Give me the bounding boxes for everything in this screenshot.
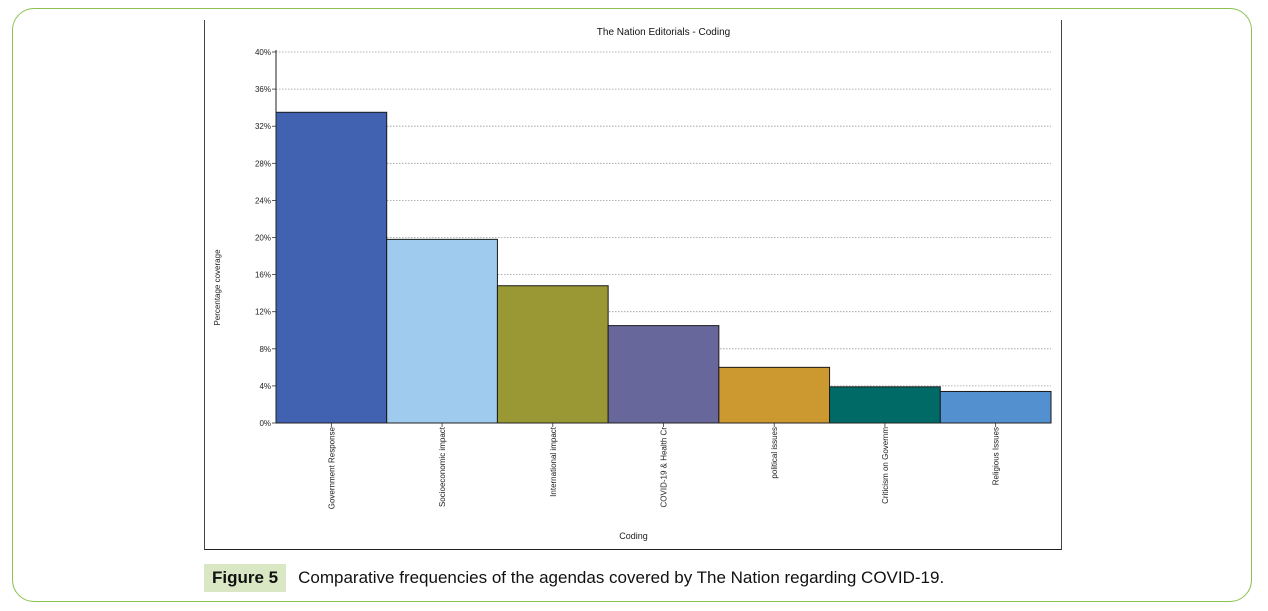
x-tick-label: political issues <box>770 427 779 479</box>
figure-caption: Figure 5 Comparative frequencies of the … <box>204 563 944 593</box>
chart-area: The Nation Editorials - Coding 0% 4% 8% 12% 1… <box>204 20 1062 550</box>
figure-label: Figure 5 <box>204 564 287 592</box>
bar <box>829 386 941 424</box>
y-tick-label: 32% <box>255 122 271 131</box>
y-tick-label: 40% <box>255 48 271 57</box>
bar <box>607 325 720 424</box>
y-tick-label: 4% <box>259 382 271 391</box>
chart-title: The Nation Editorials - Coding <box>597 27 730 38</box>
bar-chart: The Nation Editorials - Coding 0% 4% 8% 12% 1… <box>213 27 1052 541</box>
figure-frame <box>12 8 1252 602</box>
bar <box>718 366 831 424</box>
y-tick-label: 16% <box>255 271 271 280</box>
y-tick-label: 36% <box>255 85 271 94</box>
bar <box>939 390 1052 424</box>
x-tick-label: Government Response <box>327 426 336 509</box>
y-tick-label: 24% <box>255 196 271 205</box>
y-tick-label: 20% <box>255 234 271 243</box>
y-tick-label: 0% <box>259 419 271 428</box>
x-tick-label: COVID-19 & Health Cr <box>660 427 669 508</box>
y-tick-label: 8% <box>259 345 271 354</box>
bar <box>386 238 498 424</box>
y-axis-label: Percentage coverage <box>213 249 222 326</box>
bar <box>496 285 609 424</box>
x-tick-label: Religious Issues <box>992 427 1001 485</box>
y-tick-label: 28% <box>255 159 271 168</box>
y-tick-label: 12% <box>255 308 271 317</box>
x-tick-label: International impact <box>549 426 558 497</box>
figure-caption-text: Comparative frequencies of the agendas c… <box>298 568 945 587</box>
x-tick-label: Socioeconomic impact <box>438 426 447 507</box>
x-axis-label: Coding <box>619 531 648 541</box>
x-tick-label: Criticism on Governm <box>881 427 890 504</box>
bar <box>275 111 388 424</box>
